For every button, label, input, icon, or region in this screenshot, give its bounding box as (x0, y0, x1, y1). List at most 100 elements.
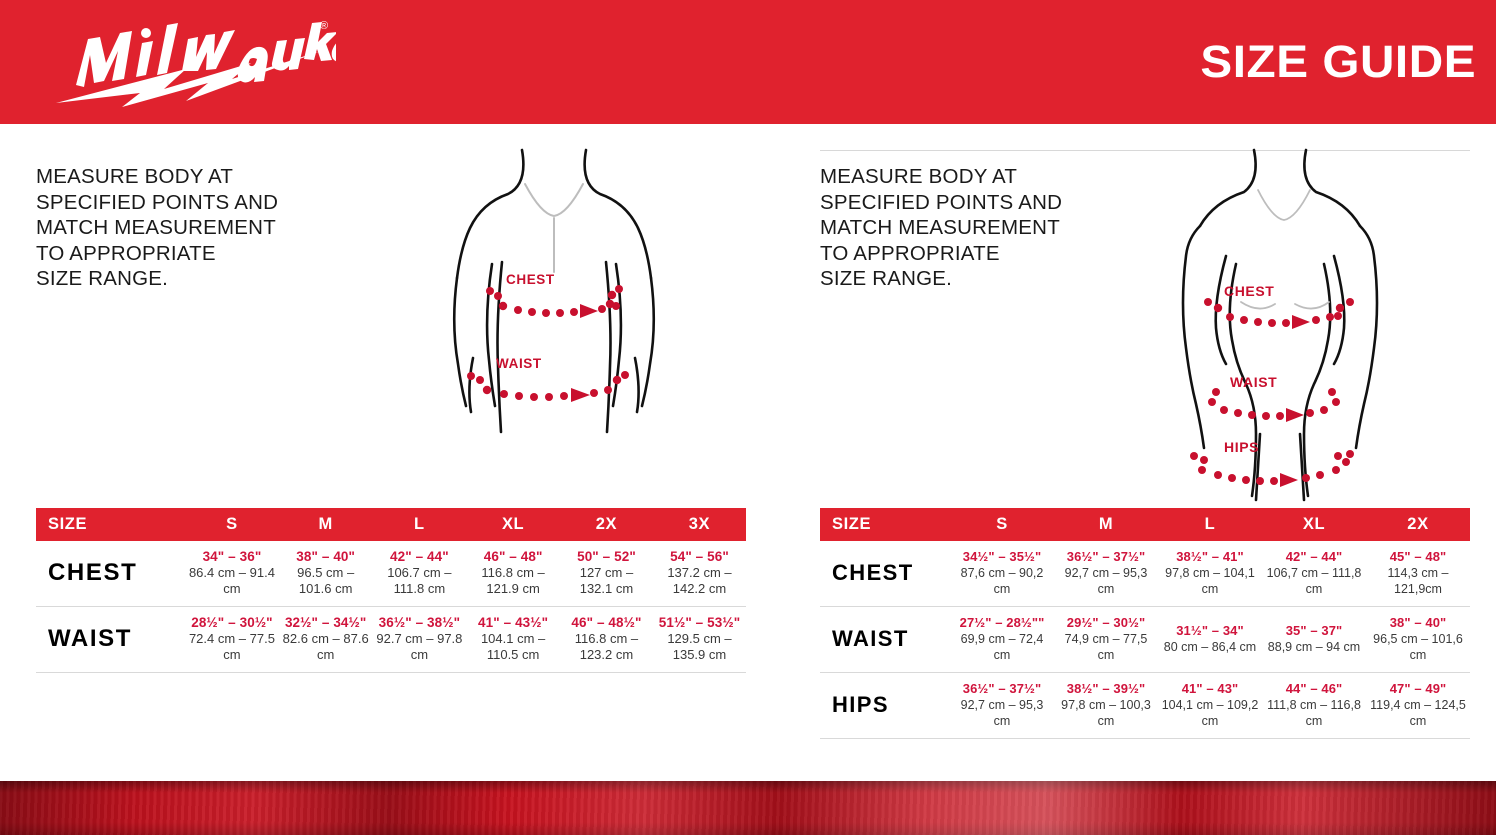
cell-inch: 29½" – 30½" (1066, 615, 1146, 630)
cell-inch: 46" – 48½" (571, 615, 642, 630)
col-head-size: SIZE (820, 508, 950, 541)
cell-chest-l: 38½" – 41" 97,8 cm – 104,1 cm (1158, 541, 1262, 607)
col-head-l: L (1158, 508, 1262, 541)
cell-inch: 42" – 44" (1285, 549, 1343, 564)
cell-inch: 34½" – 35½" (962, 549, 1042, 564)
cell-cm: 72.4 cm – 77.5 cm (188, 631, 275, 662)
table-row-hips: HIPS 36½" – 37½" 92,7 cm – 95,3 cm 38½" –… (820, 672, 1470, 739)
cell-cm: 129.5 cm – 135.9 cm (667, 631, 732, 662)
cell-waist-s: 27½" – 28½"" 69,9 cm – 72,4 cm (950, 606, 1054, 673)
cell-inch: 47" – 49" (1389, 681, 1447, 696)
cell-cm: 104,1 cm – 109,2 cm (1161, 698, 1259, 728)
cell-inch: 36½" – 37½" (1066, 549, 1146, 564)
cell-inch: 42" – 44" (390, 549, 449, 564)
cell-inch: 34" – 36" (202, 549, 262, 564)
cell-cm: 96,5 cm – 101,6 cm (1373, 632, 1463, 662)
cell-inch: 38" – 40" (1389, 615, 1447, 630)
cell-inch: 54" – 56" (670, 549, 729, 564)
row-label-chest: CHEST (36, 541, 186, 607)
cell-inch: 44" – 46" (1285, 681, 1343, 696)
cell-cm: 106.7 cm – 111.8 cm (387, 565, 452, 596)
cell-inch: 51½" – 53½" (658, 615, 741, 630)
waist-label: WAIST (496, 356, 542, 371)
cell-waist-s: 28½" – 30½" 72.4 cm – 77.5 cm (185, 606, 279, 673)
cell-cm: 104.1 cm – 110.5 cm (480, 631, 546, 662)
col-head-l: L (372, 508, 467, 541)
cell-chest-m: 38" – 40" 96.5 cm – 101.6 cm (278, 541, 373, 607)
cell-cm: 82.6 cm – 87.6 cm (282, 631, 369, 662)
cell-chest-l: 42" – 44" 106.7 cm – 111.8 cm (372, 541, 467, 607)
milwaukee-logo: ® (36, 7, 336, 117)
cell-cm: 106,7 cm – 111,8 cm (1266, 566, 1362, 596)
waist-measure-line (1208, 388, 1340, 422)
cell-inch: 45" – 48" (1389, 549, 1447, 564)
cell-cm: 97,8 cm – 100,3 cm (1061, 698, 1151, 728)
milwaukee-logo-icon: ® (56, 20, 336, 107)
female-body-diagram: CHEST WAIST (1140, 144, 1430, 504)
cell-chest-m: 36½" – 37½" 92,7 cm – 95,3 cm (1054, 541, 1158, 607)
table-row-waist: WAIST 28½" – 30½" 72.4 cm – 77.5 cm 32½" … (36, 606, 746, 673)
cell-inch: 35" – 37" (1285, 623, 1343, 638)
cell-hips-l: 41" – 43" 104,1 cm – 109,2 cm (1158, 672, 1262, 739)
cell-inch: 46" – 48" (483, 549, 543, 564)
cell-inch: 38½" – 39½" (1066, 681, 1146, 696)
womens-instructions: MEASURE BODY AT SPECIFIED POINTS AND MAT… (820, 165, 1063, 290)
row-label-hips: HIPS (820, 672, 950, 739)
womens-size-table: SIZE S M L XL 2X CHEST 34½" – 35½" 87,6 c… (820, 508, 1470, 739)
cell-inch: 32½" – 34½" (284, 615, 367, 630)
cell-chest-3x: 54" – 56" 137.2 cm – 142.2 cm (652, 541, 746, 607)
cell-waist-2x: 46" – 48½" 116.8 cm – 123.2 cm (559, 606, 653, 673)
row-label-chest: CHEST (820, 541, 950, 607)
cell-hips-2x: 47" – 49" 119,4 cm – 124,5 cm (1366, 672, 1470, 739)
cell-waist-2x: 38" – 40" 96,5 cm – 101,6 cm (1366, 606, 1470, 673)
waist-measure-line (467, 371, 629, 402)
cell-inch: 31½" – 34" (1176, 623, 1244, 638)
table-header-row: SIZE S M L XL 2X 3X (36, 508, 746, 541)
cell-cm: 80 cm – 86,4 cm (1163, 640, 1257, 654)
col-head-m: M (278, 508, 373, 541)
cell-hips-s: 36½" – 37½" 92,7 cm – 95,3 cm (950, 672, 1054, 739)
cell-cm: 92,7 cm – 95,3 cm (960, 698, 1044, 728)
cell-inch: 50" – 52" (577, 549, 636, 564)
cell-cm: 86.4 cm – 91.4 cm (188, 565, 275, 596)
table-row-waist: WAIST 27½" – 28½"" 69,9 cm – 72,4 cm 29½"… (820, 606, 1470, 673)
col-head-xl: XL (466, 508, 560, 541)
cell-chest-2x: 50" – 52" 127 cm – 132.1 cm (559, 541, 653, 607)
col-head-2x: 2X (1366, 508, 1470, 541)
cell-cm: 69,9 cm – 72,4 cm (960, 632, 1044, 662)
cell-cm: 96.5 cm – 101.6 cm (297, 565, 355, 596)
cell-inch: 27½" – 28½"" (959, 615, 1045, 630)
content-area: MEASURE BODY AT SPECIFIED POINTS AND MAT… (0, 124, 1496, 772)
waist-label: WAIST (1230, 374, 1277, 390)
col-head-size: SIZE (36, 508, 186, 541)
cell-cm: 92,7 cm – 95,3 cm (1064, 566, 1148, 596)
table-header-row: SIZE S M L XL 2X (820, 508, 1470, 541)
row-label-waist: WAIST (36, 606, 186, 673)
cell-chest-xl: 46" – 48" 116.8 cm – 121.9 cm (466, 541, 560, 607)
page-header: ® SIZE GUIDE (0, 0, 1496, 124)
cell-hips-m: 38½" – 39½" 97,8 cm – 100,3 cm (1054, 672, 1158, 739)
cell-waist-m: 32½" – 34½" 82.6 cm – 87.6 cm (278, 606, 373, 673)
cell-cm: 92.7 cm – 97.8 cm (376, 631, 463, 662)
hips-label: HIPS (1224, 439, 1259, 455)
cell-cm: 116.8 cm – 121.9 cm (481, 565, 545, 596)
cell-waist-xl: 41" – 43½" 104.1 cm – 110.5 cm (466, 606, 560, 673)
chest-label: CHEST (506, 272, 555, 287)
mens-instructions: MEASURE BODY AT SPECIFIED POINTS AND MAT… (36, 165, 279, 290)
cell-inch: 41" – 43½" (478, 615, 549, 630)
cell-inch: 36½" – 37½" (962, 681, 1042, 696)
col-head-xl: XL (1262, 508, 1366, 541)
cell-cm: 74,9 cm – 77,5 cm (1064, 632, 1148, 662)
col-head-m: M (1054, 508, 1158, 541)
chest-label: CHEST (1224, 283, 1274, 299)
col-head-s: S (950, 508, 1054, 541)
cell-cm: 137.2 cm – 142.2 cm (667, 565, 732, 596)
cell-waist-m: 29½" – 30½" 74,9 cm – 77,5 cm (1054, 606, 1158, 673)
cell-cm: 127 cm – 132.1 cm (579, 565, 634, 596)
row-label-waist: WAIST (820, 606, 950, 673)
table-row-chest: CHEST 34½" – 35½" 87,6 cm – 90,2 cm 36½" … (820, 541, 1470, 607)
cell-waist-3x: 51½" – 53½" 129.5 cm – 135.9 cm (652, 606, 746, 673)
cell-cm: 111,8 cm – 116,8 cm (1267, 698, 1361, 728)
cell-inch: 41" – 43" (1181, 681, 1239, 696)
